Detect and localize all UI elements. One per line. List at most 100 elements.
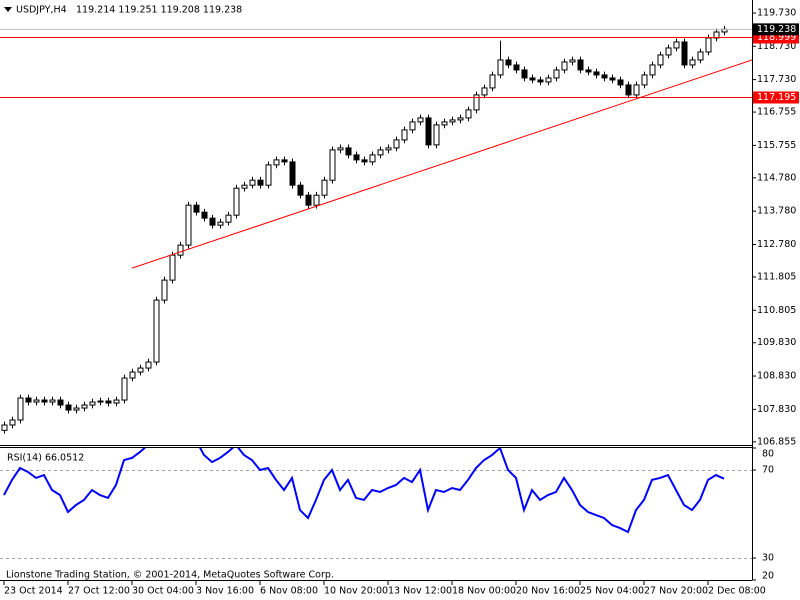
level-label: 117.195 — [757, 92, 796, 103]
candle-body — [433, 124, 440, 146]
candle-body — [577, 59, 584, 71]
bid-label: 119.238 — [757, 24, 796, 35]
candle-body — [353, 154, 360, 161]
candle-body — [417, 117, 424, 123]
x-tick-label: 2 Dec 08:00 — [708, 586, 766, 597]
candle-body — [113, 399, 120, 404]
candle-body — [9, 419, 16, 426]
y-tick-label: 113.780 — [757, 206, 796, 217]
candle-body — [369, 154, 376, 163]
y-tick-label: 116.755 — [757, 107, 796, 118]
y-tick-label: 106.855 — [757, 436, 796, 447]
axes: 119.730 118.730 117.730 116.755 115.755 114.7… — [3, 7, 799, 597]
candle-body — [313, 194, 320, 206]
candle-body — [217, 221, 224, 226]
candle-body — [297, 184, 304, 196]
candle-body — [193, 204, 200, 213]
candle-body — [521, 69, 528, 79]
x-tick-label: 6 Nov 08:00 — [260, 586, 318, 597]
candle-body — [361, 159, 368, 163]
y-tick-label: 109.830 — [757, 337, 796, 348]
candle-body — [497, 59, 504, 76]
candle-body — [57, 399, 64, 406]
candle-body — [129, 371, 136, 379]
candle-body — [105, 400, 112, 404]
x-tick-label: 27 Oct 12:00 — [68, 586, 130, 597]
candle-body — [81, 404, 88, 409]
candle-body — [393, 139, 400, 149]
candle-body — [337, 147, 344, 151]
candle-body — [537, 79, 544, 83]
candle-body — [513, 64, 520, 71]
y-tick-label: 111.805 — [757, 271, 796, 282]
candle-body — [425, 117, 432, 146]
y-tick-label: 70 — [762, 465, 774, 476]
candle-body — [673, 41, 680, 49]
y-tick-label: 20 — [762, 571, 774, 582]
frame — [0, 0, 753, 581]
symbol-title: USDJPY,H4 — [16, 5, 67, 16]
y-tick-label: 117.730 — [757, 74, 796, 85]
x-tick-label: 18 Nov 00:00 — [452, 586, 516, 597]
rsi-title: RSI(14) 66.0512 — [7, 453, 84, 464]
rsi-pane — [0, 448, 752, 559]
candle-body — [17, 397, 24, 421]
candle-body — [121, 377, 128, 401]
y-tick-label: 118.730 — [757, 41, 796, 52]
candle-body — [161, 279, 168, 301]
candle-body — [65, 404, 72, 411]
y-tick-label: 80 — [762, 449, 774, 460]
candle-body — [529, 77, 536, 81]
rsi-line — [3, 448, 725, 534]
y-tick-label: 119.730 — [757, 7, 796, 18]
y-tick-label: 108.830 — [757, 371, 796, 382]
x-tick-label: 10 Nov 20:00 — [324, 586, 388, 597]
candle-body — [601, 74, 608, 79]
x-tick-label: 20 Nov 16:00 — [516, 586, 580, 597]
candle-body — [681, 41, 688, 66]
price-pane — [0, 25, 752, 434]
candle-body — [209, 217, 216, 226]
candle-body — [137, 367, 144, 373]
candle-body — [321, 179, 328, 196]
candle-body — [241, 184, 248, 189]
candle-body — [473, 94, 480, 111]
candle-body — [305, 194, 312, 206]
candle-body — [553, 69, 560, 79]
candle-body — [561, 61, 568, 71]
candle-body — [705, 37, 712, 53]
candle-body — [481, 87, 488, 96]
candle-body — [625, 84, 632, 96]
candle-body — [233, 187, 240, 216]
bid-label-bg — [753, 23, 799, 36]
symbol-icon — [4, 7, 12, 12]
candle-body — [345, 147, 352, 156]
level-label: 118.999 — [757, 32, 796, 43]
candle-body — [441, 121, 448, 126]
candle-body — [489, 74, 496, 89]
candle-body — [41, 399, 48, 403]
ohlc-readout: 119.214 119.251 119.208 119.238 — [76, 5, 242, 16]
candle-body — [697, 51, 704, 61]
y-tick-label: 110.805 — [757, 305, 796, 316]
candle-body — [545, 77, 552, 83]
candle-body — [185, 204, 192, 246]
candle-body — [169, 254, 176, 281]
x-tick-label: 13 Nov 12:00 — [388, 586, 452, 597]
candle-body — [1, 424, 8, 431]
candle-body — [89, 401, 96, 406]
candle-body — [457, 117, 464, 121]
candle-body — [593, 71, 600, 76]
candle-body — [657, 54, 664, 66]
level-label-bg — [753, 91, 799, 104]
candle-body — [73, 407, 80, 411]
candle-body — [145, 361, 152, 369]
candle-body — [249, 179, 256, 186]
x-tick-label: 27 Nov 20:00 — [644, 586, 708, 597]
candle-body — [225, 214, 232, 223]
candle-body — [289, 161, 296, 186]
candle-body — [281, 159, 288, 163]
y-tick-label: 30 — [762, 553, 774, 564]
